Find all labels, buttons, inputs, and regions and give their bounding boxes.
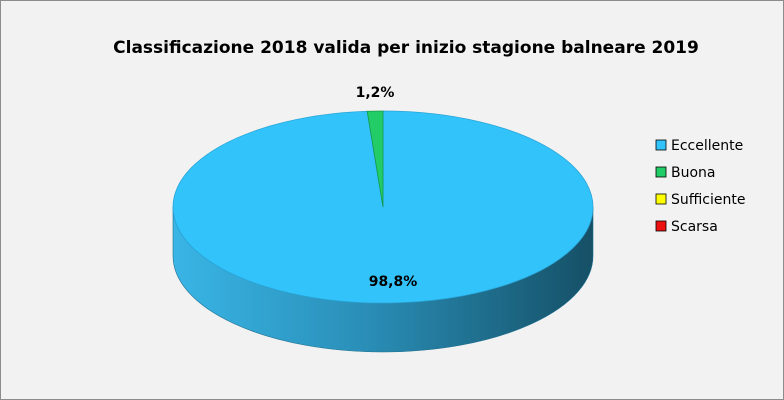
pie-slice-buona bbox=[366, 110, 384, 208]
legend-label-scarsa: Scarsa bbox=[671, 219, 718, 235]
legend-marker-sufficiente bbox=[655, 193, 667, 205]
legend-label-sufficiente: Sufficiente bbox=[671, 192, 745, 208]
legend-marker-scarsa bbox=[655, 220, 667, 232]
legend-marker-buona bbox=[655, 166, 667, 178]
data-label-eccellente: 98,8% bbox=[369, 274, 418, 290]
data-label-buona: 1,2% bbox=[356, 85, 395, 101]
legend: Eccellente Buona Sufficiente Scarsa bbox=[655, 138, 745, 235]
pie-layer: 98,8% 1,2% bbox=[172, 85, 594, 353]
legend-label-eccellente: Eccellente bbox=[671, 138, 743, 154]
legend-marker-eccellente bbox=[655, 139, 667, 151]
chart-title: Classificazione 2018 valida per inizio s… bbox=[113, 38, 699, 58]
legend-label-buona: Buona bbox=[671, 165, 716, 181]
